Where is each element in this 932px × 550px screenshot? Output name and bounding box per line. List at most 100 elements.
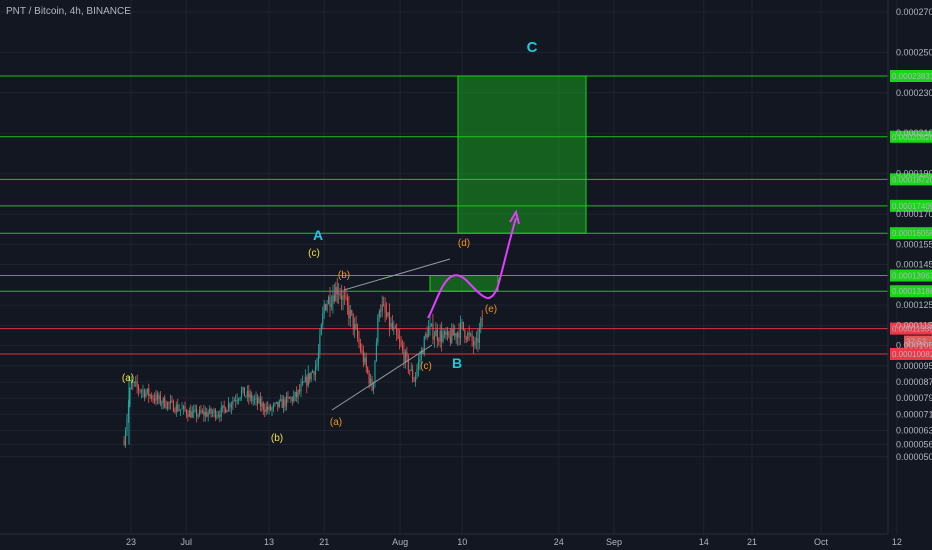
candle-body: [252, 399, 254, 401]
price-axis[interactable]: 0.000290000.000270000.000250000.00023000…: [887, 0, 932, 534]
candle-body: [474, 340, 476, 346]
candle-body: [168, 402, 170, 404]
candle-body: [187, 414, 189, 417]
candle-body: [452, 328, 454, 336]
candle-body: [287, 396, 289, 398]
price-level-badge: [890, 269, 932, 282]
candle-body: [439, 331, 441, 342]
candle-body: [254, 398, 256, 400]
candle-body: [457, 332, 459, 338]
candle-body: [301, 381, 303, 385]
y-tick-label: 0.00021000: [896, 128, 932, 138]
candle-body: [361, 350, 363, 352]
candle-body: [132, 381, 134, 383]
y-tick-label: 0.00005600: [896, 440, 932, 450]
y-tick-label: 0.00027000: [896, 7, 932, 17]
candle-body: [209, 408, 211, 414]
candle-body: [400, 341, 402, 346]
projection-curve: [427, 217, 517, 319]
candle-body: [149, 395, 151, 397]
candle-body: [465, 337, 467, 340]
candle-body: [461, 321, 463, 323]
candle-body: [197, 414, 199, 417]
annotations: (a) (b) (c) A (b) (a) (c) (d) (e) B C: [122, 39, 587, 444]
candle-body: [180, 409, 182, 411]
candle-body: [386, 312, 388, 317]
candle-body: [230, 404, 232, 408]
y-tick-label: 0.00009500: [896, 361, 932, 371]
candle-body: [256, 397, 259, 404]
y-tick-label: 0.00010500: [896, 341, 932, 351]
price-level-label: 0.00023831: [892, 72, 932, 81]
y-tick-label: 0.00008700: [896, 377, 932, 387]
candle-body: [458, 332, 460, 338]
x-tick-label: 23: [126, 537, 136, 547]
candle-body: [225, 407, 227, 413]
candle-body: [425, 334, 427, 337]
candle-body: [126, 418, 128, 432]
candle-body: [264, 409, 266, 412]
y-tick-label: 0.00005000: [896, 452, 932, 462]
candle-body: [326, 303, 328, 311]
candle-body: [165, 407, 167, 409]
candle-body: [401, 345, 404, 350]
candle-body: [312, 371, 314, 373]
price-level-label: 0.00016056: [892, 229, 932, 238]
candle-body: [226, 410, 228, 413]
candle-body: [368, 372, 370, 384]
wave-label: (d): [458, 238, 470, 249]
candle-body: [185, 410, 187, 415]
candle-body: [435, 329, 437, 337]
candle-body: [322, 313, 324, 325]
candle-body: [459, 322, 462, 338]
time-axis[interactable]: 23Jul1321Aug1024Sep1421Oct1220No: [0, 533, 932, 547]
candle-body: [175, 404, 177, 413]
price-level-label: 0.00018720: [892, 175, 932, 184]
candle-body: [171, 400, 173, 402]
candle-body: [351, 310, 353, 314]
price-level-label: 0.00013186: [892, 287, 932, 296]
candle-body: [364, 357, 366, 363]
y-tick-label: 0.00025000: [896, 47, 932, 57]
candle-body: [394, 327, 396, 329]
x-tick-label: Sep: [606, 537, 622, 547]
grid-lines: [0, 0, 898, 534]
candle-body: [133, 382, 135, 383]
candle-body: [446, 331, 448, 336]
candle-body: [399, 338, 401, 342]
candle-body: [378, 311, 380, 317]
wave-label: (e): [485, 304, 497, 315]
candle-body: [441, 331, 443, 342]
x-tick-label: 21: [319, 537, 329, 547]
price-level-label: 0.00020826: [892, 133, 932, 142]
candle-body: [397, 334, 399, 339]
candle-body: [314, 367, 317, 376]
candle-body: [154, 398, 156, 401]
candle-body: [223, 405, 225, 408]
candle-body: [471, 334, 473, 342]
candle-body: [349, 310, 351, 319]
candle-body: [413, 379, 415, 382]
candle-body: [449, 336, 451, 343]
y-tick-label: 0.00017000: [896, 209, 932, 219]
candle-body: [387, 312, 389, 317]
candle-body: [477, 338, 479, 343]
candle-body: [468, 333, 470, 335]
candle-body: [391, 322, 393, 330]
candle-body: [236, 400, 238, 402]
y-tick-label: 0.00023000: [896, 88, 932, 98]
candle-body: [142, 390, 144, 392]
candle-body: [396, 328, 398, 335]
candle-body: [404, 351, 406, 363]
candle-body: [355, 323, 357, 329]
candle-body: [274, 403, 276, 405]
candle-body: [284, 399, 286, 407]
candle-body: [352, 313, 354, 330]
candle-body: [412, 369, 414, 380]
candle-body: [384, 305, 386, 313]
candle-body: [410, 369, 412, 371]
candle-body: [198, 409, 201, 415]
candle-body: [129, 389, 131, 405]
y-tick-label: 0.00014500: [896, 260, 932, 270]
